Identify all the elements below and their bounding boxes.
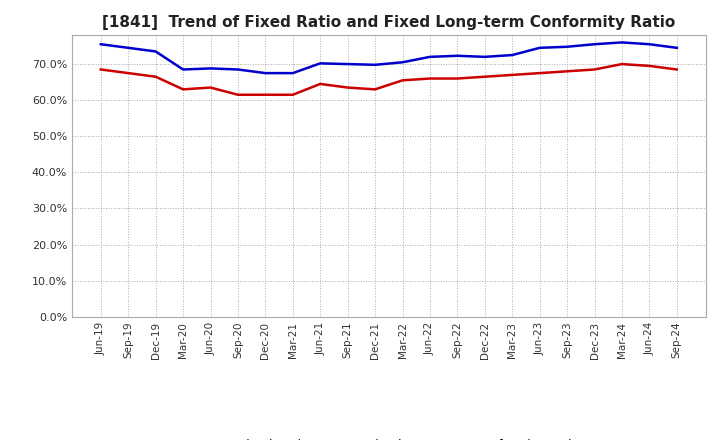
Fixed Ratio <box>289 70 297 76</box>
Fixed Ratio <box>343 62 352 67</box>
Fixed Ratio <box>261 70 270 76</box>
Fixed Long-term Conformity Ratio <box>343 85 352 90</box>
Fixed Long-term Conformity Ratio <box>480 74 489 79</box>
Fixed Long-term Conformity Ratio <box>645 63 654 69</box>
Line: Fixed Long-term Conformity Ratio: Fixed Long-term Conformity Ratio <box>101 64 677 95</box>
Fixed Ratio <box>398 60 407 65</box>
Fixed Ratio <box>672 45 681 51</box>
Fixed Ratio <box>453 53 462 59</box>
Fixed Ratio <box>480 54 489 59</box>
Fixed Long-term Conformity Ratio <box>151 74 160 79</box>
Fixed Ratio <box>233 67 242 72</box>
Fixed Long-term Conformity Ratio <box>233 92 242 97</box>
Title: [1841]  Trend of Fixed Ratio and Fixed Long-term Conformity Ratio: [1841] Trend of Fixed Ratio and Fixed Lo… <box>102 15 675 30</box>
Fixed Long-term Conformity Ratio <box>179 87 187 92</box>
Fixed Ratio <box>206 66 215 71</box>
Fixed Long-term Conformity Ratio <box>590 67 599 72</box>
Line: Fixed Ratio: Fixed Ratio <box>101 42 677 73</box>
Fixed Ratio <box>426 54 434 59</box>
Fixed Long-term Conformity Ratio <box>618 62 626 67</box>
Fixed Long-term Conformity Ratio <box>672 67 681 72</box>
Fixed Ratio <box>590 42 599 47</box>
Fixed Long-term Conformity Ratio <box>536 70 544 76</box>
Fixed Ratio <box>508 52 516 58</box>
Legend: Fixed Ratio, Fixed Long-term Conformity Ratio: Fixed Ratio, Fixed Long-term Conformity … <box>194 434 584 440</box>
Fixed Long-term Conformity Ratio <box>426 76 434 81</box>
Fixed Long-term Conformity Ratio <box>453 76 462 81</box>
Fixed Ratio <box>563 44 572 49</box>
Fixed Long-term Conformity Ratio <box>96 67 105 72</box>
Fixed Long-term Conformity Ratio <box>124 70 132 76</box>
Fixed Long-term Conformity Ratio <box>398 78 407 83</box>
Fixed Ratio <box>618 40 626 45</box>
Fixed Ratio <box>645 42 654 47</box>
Fixed Long-term Conformity Ratio <box>206 85 215 90</box>
Fixed Ratio <box>96 42 105 47</box>
Fixed Ratio <box>151 49 160 54</box>
Fixed Long-term Conformity Ratio <box>563 69 572 74</box>
Fixed Long-term Conformity Ratio <box>316 81 325 87</box>
Fixed Ratio <box>179 67 187 72</box>
Fixed Ratio <box>124 45 132 51</box>
Fixed Long-term Conformity Ratio <box>261 92 270 97</box>
Fixed Long-term Conformity Ratio <box>289 92 297 97</box>
Fixed Ratio <box>536 45 544 51</box>
Fixed Ratio <box>371 62 379 67</box>
Fixed Ratio <box>316 61 325 66</box>
Fixed Long-term Conformity Ratio <box>508 72 516 77</box>
Fixed Long-term Conformity Ratio <box>371 87 379 92</box>
